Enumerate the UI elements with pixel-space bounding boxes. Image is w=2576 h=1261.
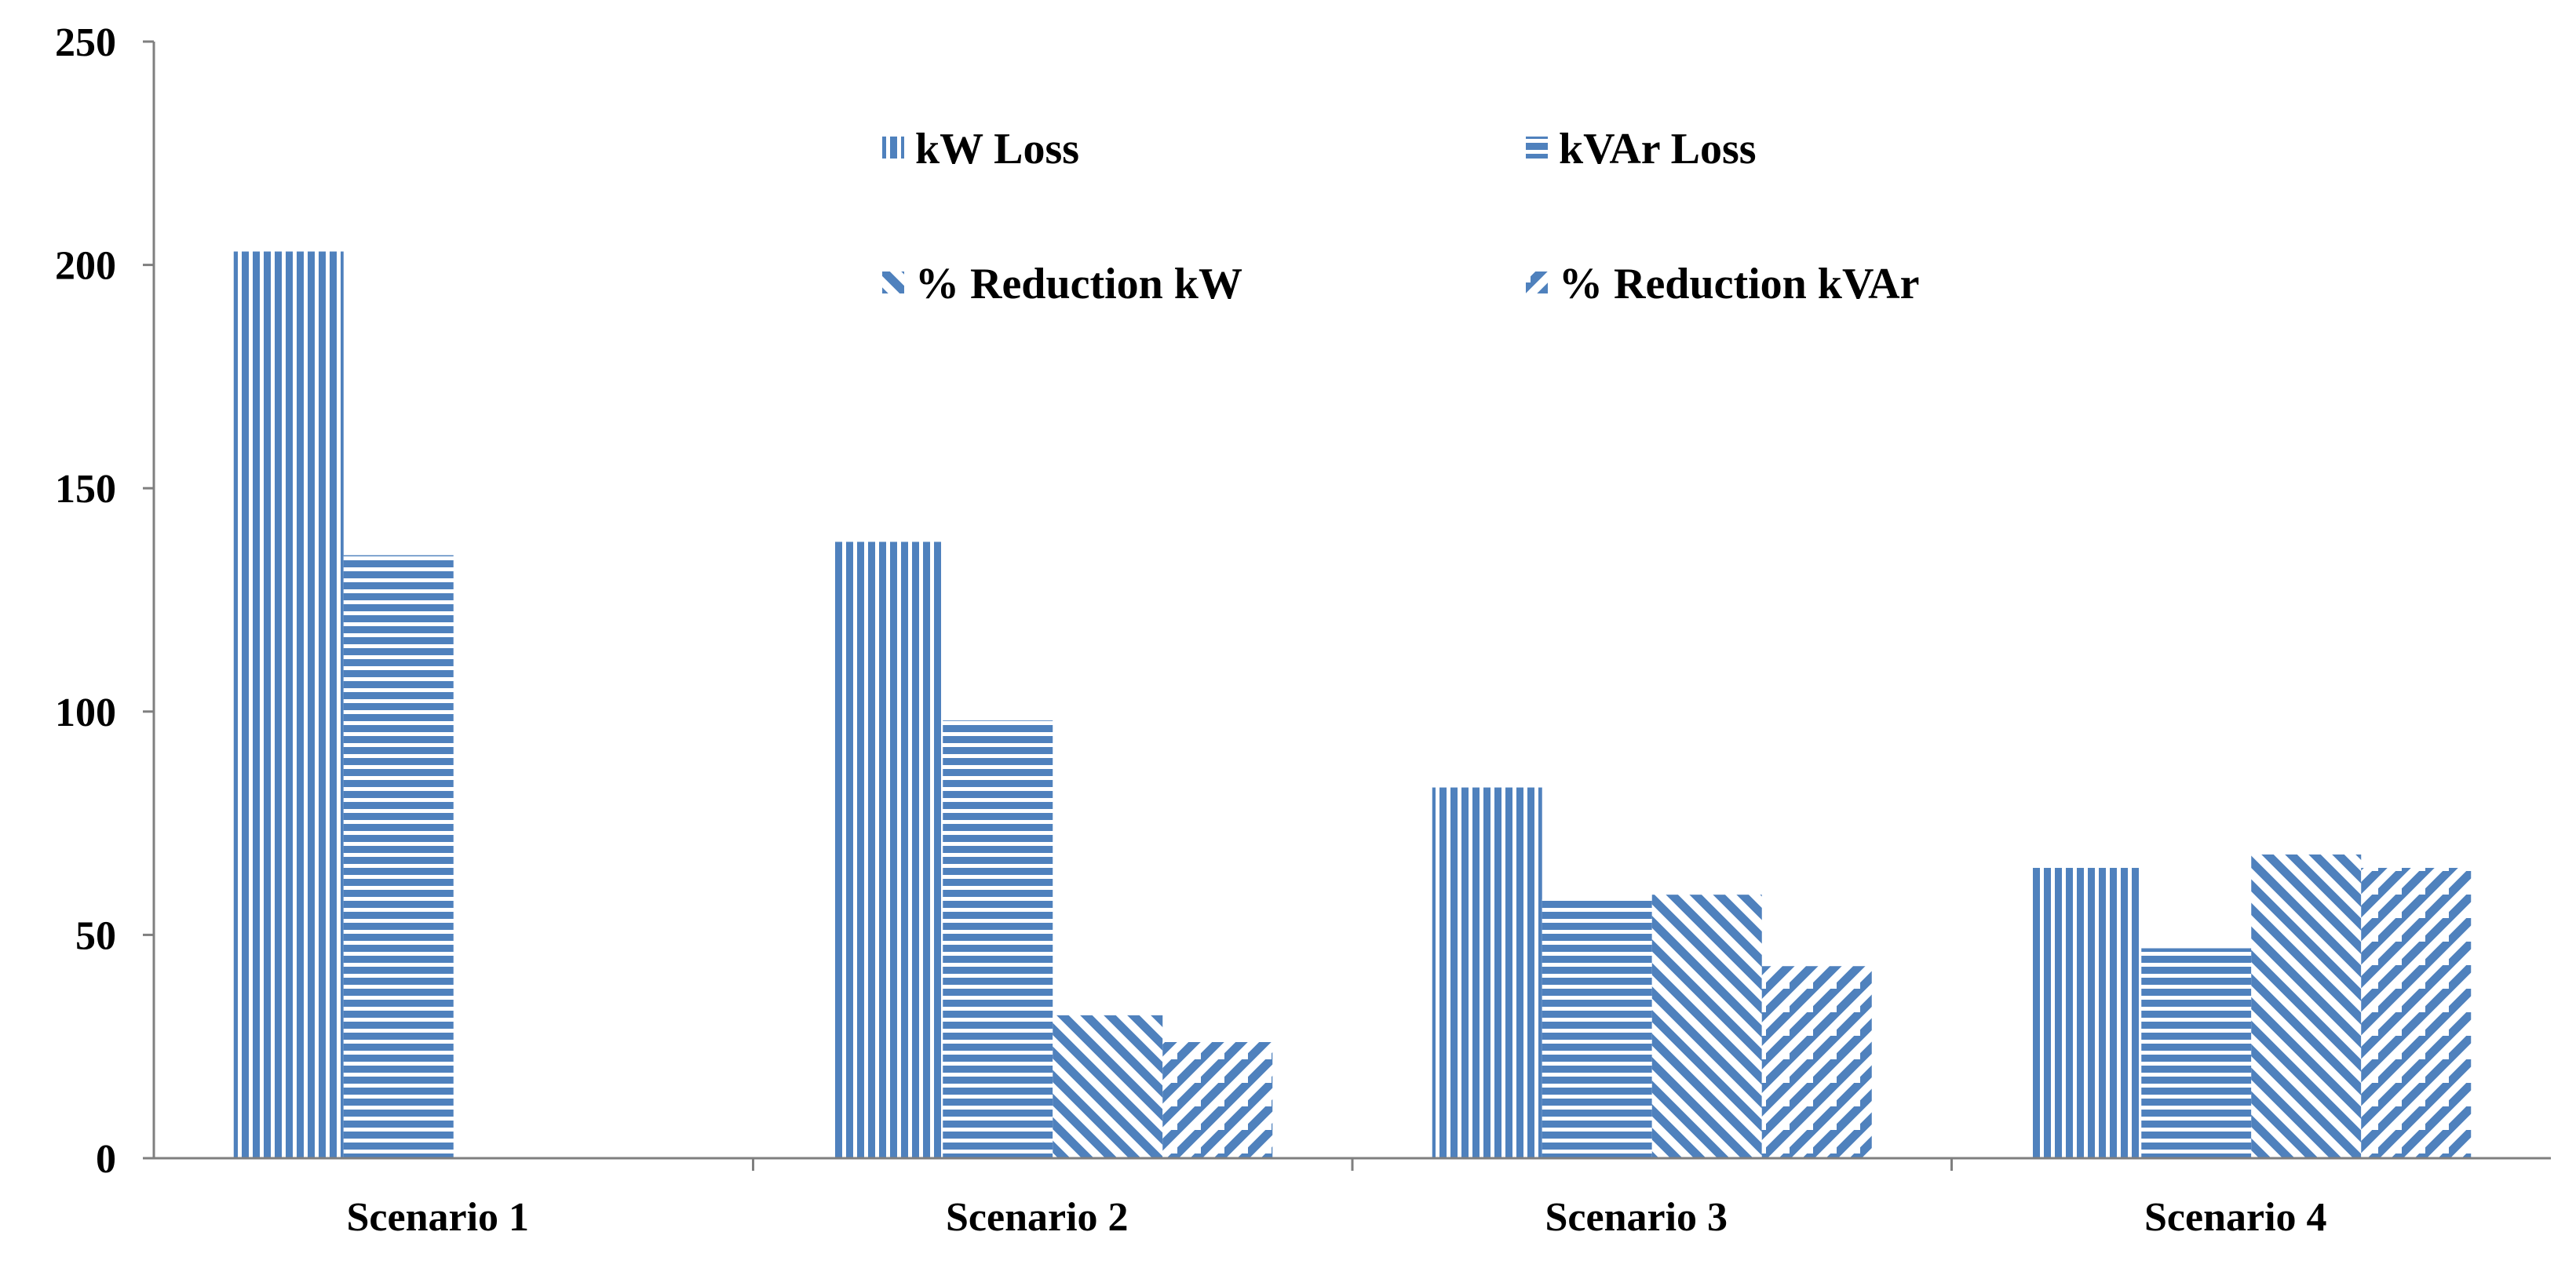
y-tick-labels: 0 50 100 150 200 250 xyxy=(55,20,116,1182)
bar-kvar-loss-scenario-2 xyxy=(943,720,1053,1158)
bar-reduction-kw-scenario-2 xyxy=(1053,1015,1163,1158)
bar-kvar-loss-scenario-4 xyxy=(2141,948,2252,1158)
bar-kw-loss-scenario-4 xyxy=(2031,868,2142,1158)
y-tick-label: 200 xyxy=(55,244,116,289)
y-tick-label: 250 xyxy=(55,20,116,65)
axes-group xyxy=(143,40,2551,1171)
bar-reduction-kvar-scenario-3 xyxy=(1761,966,1872,1158)
legend-label-kvar-loss: kVAr Loss xyxy=(1559,125,1757,173)
bar-kvar-loss-scenario-3 xyxy=(1542,898,1652,1158)
y-tick-label: 100 xyxy=(55,691,116,735)
x-tick-label: Scenario 3 xyxy=(1545,1195,1728,1240)
x-tick-labels: Scenario 1 Scenario 2 Scenario 3 Scenario 4 xyxy=(346,1195,2326,1240)
y-tick-label: 50 xyxy=(75,913,116,958)
legend-label-reduction-kvar: % Reduction kVAr xyxy=(1559,260,1919,308)
legend-swatch-reduction-kw xyxy=(882,272,904,293)
legend-label-kw-loss: kW Loss xyxy=(915,125,1079,173)
y-tick-label: 150 xyxy=(55,467,116,512)
bar-kw-loss-scenario-3 xyxy=(1432,787,1542,1158)
bar-reduction-kvar-scenario-4 xyxy=(2361,868,2472,1158)
bar-kvar-loss-scenario-1 xyxy=(343,555,454,1158)
bars-group xyxy=(233,251,2472,1159)
bar-reduction-kw-scenario-4 xyxy=(2251,854,2362,1158)
bar-kw-loss-scenario-2 xyxy=(833,541,943,1158)
bar-reduction-kvar-scenario-2 xyxy=(1162,1042,1273,1158)
x-tick-label: Scenario 2 xyxy=(946,1195,1129,1240)
legend-label-reduction-kw: % Reduction kW xyxy=(915,260,1242,308)
x-tick-label: Scenario 4 xyxy=(2144,1195,2327,1240)
y-tick-label: 0 xyxy=(96,1137,116,1182)
legend-swatch-kw-loss xyxy=(882,137,904,159)
bar-kw-loss-scenario-1 xyxy=(233,251,344,1159)
bar-reduction-kw-scenario-3 xyxy=(1651,895,1762,1158)
legend: kW Loss kVAr Loss % Reduction kW % Reductio… xyxy=(882,125,1919,308)
legend-swatch-reduction-kvar xyxy=(1526,272,1548,293)
x-tick-label: Scenario 1 xyxy=(346,1195,529,1240)
legend-swatch-kvar-loss xyxy=(1526,137,1548,159)
